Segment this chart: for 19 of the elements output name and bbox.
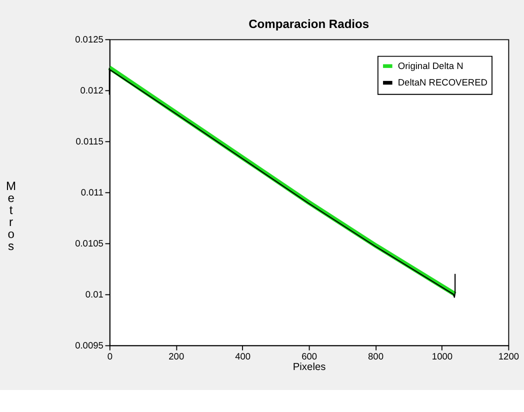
chart-title: Comparacion Radios: [248, 17, 370, 32]
x-tick-label: 400: [235, 352, 251, 362]
x-tick-label: 1000: [432, 352, 453, 362]
x-tick-label: 800: [368, 352, 384, 362]
legend-label: Original Delta N: [398, 60, 464, 71]
x-tick-label: 600: [302, 352, 318, 362]
y-tick-label: 0.012: [80, 85, 104, 96]
x-tick-label: 200: [168, 352, 184, 362]
y-tick-label: 0.0115: [76, 136, 104, 146]
x-axis-title: Pixeles: [292, 362, 326, 373]
x-tick-label: 1200: [498, 352, 520, 362]
y-tick-label: 0.0095: [75, 340, 104, 350]
y-tick-label: 0.0125: [75, 34, 104, 44]
y-axis-title: Metros: [6, 178, 16, 254]
y-tick-label: 0.01: [85, 289, 104, 300]
x-tick-label: 0: [107, 352, 112, 362]
y-tick-label: 0.0105: [75, 238, 104, 248]
y-tick-label: 0.011: [80, 187, 104, 198]
legend-label: DeltaN RECOVERED: [398, 78, 488, 88]
